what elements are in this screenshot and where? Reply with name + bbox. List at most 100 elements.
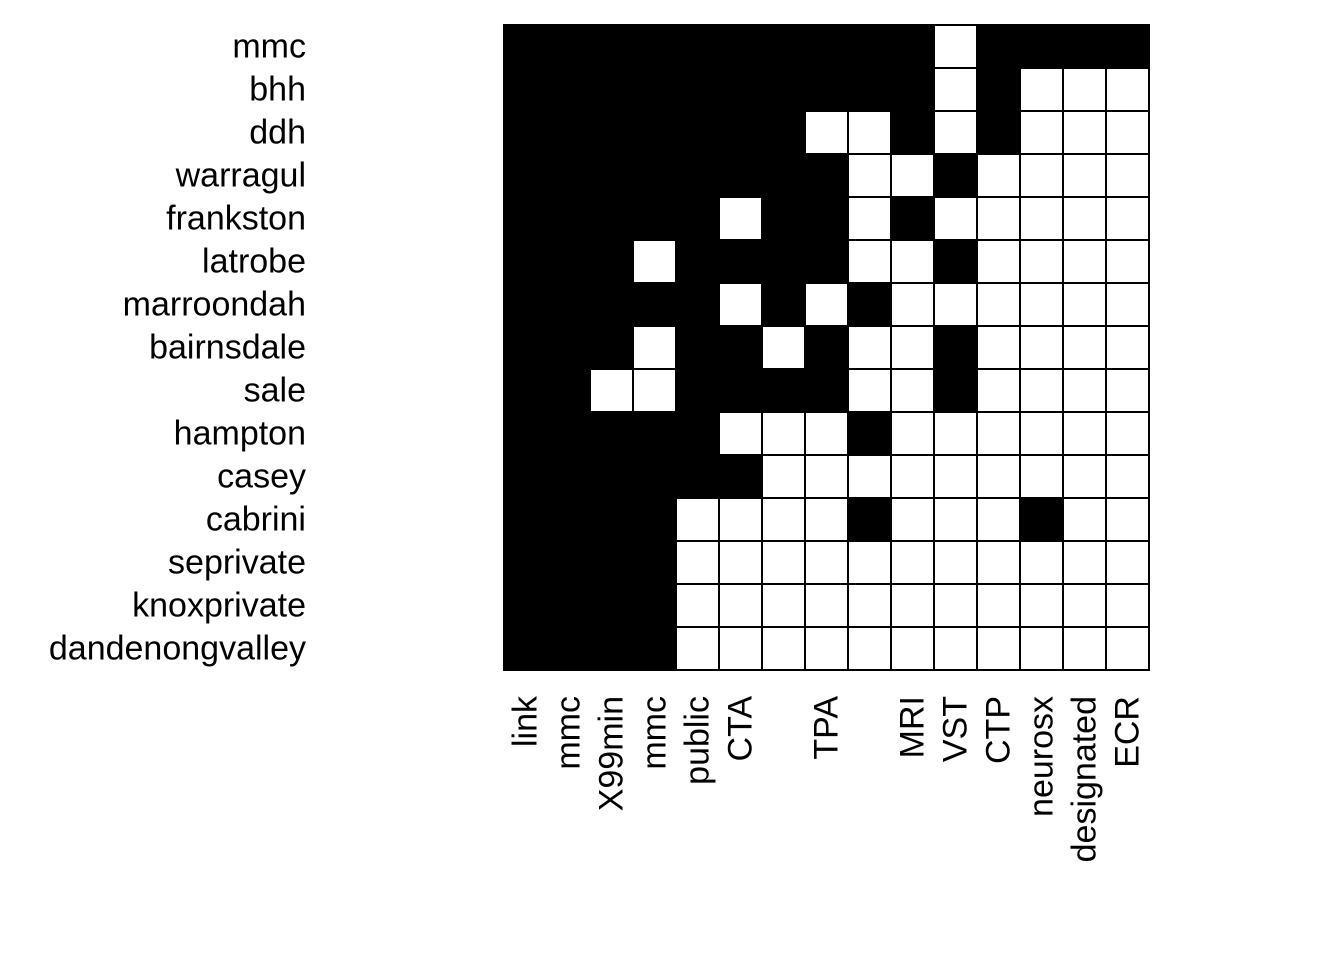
heatmap-cell-r4-c4	[675, 196, 720, 241]
heatmap-cell-r9-c3	[632, 411, 677, 456]
heatmap-cell-r0-c6	[761, 24, 806, 69]
column-label-9: MRI	[894, 696, 932, 758]
heatmap-cell-r7-c13	[1062, 325, 1107, 370]
heatmap-cell-r14-c10	[933, 626, 978, 671]
heatmap-cell-r8-c3	[632, 368, 677, 413]
heatmap-cell-r12-c7	[804, 540, 849, 585]
heatmap-cell-r7-c2	[589, 325, 634, 370]
heatmap-cell-r8-c10	[933, 368, 978, 413]
heatmap-cell-r14-c7	[804, 626, 849, 671]
heatmap-cell-r9-c1	[546, 411, 591, 456]
heatmap-cell-r3-c5	[718, 153, 763, 198]
heatmap-cell-r7-c8	[847, 325, 892, 370]
heatmap-cell-r12-c2	[589, 540, 634, 585]
heatmap-cell-r4-c11	[976, 196, 1021, 241]
heatmap-cell-r13-c9	[890, 583, 935, 628]
heatmap-cell-r14-c8	[847, 626, 892, 671]
heatmap-cell-r12-c1	[546, 540, 591, 585]
heatmap-cell-r9-c2	[589, 411, 634, 456]
heatmap-cell-r11-c0	[503, 497, 548, 542]
heatmap-cell-r9-c0	[503, 411, 548, 456]
heatmap-cell-r8-c7	[804, 368, 849, 413]
heatmap-cell-r5-c5	[718, 239, 763, 284]
heatmap-cell-r3-c3	[632, 153, 677, 198]
heatmap-cell-r14-c5	[718, 626, 763, 671]
heatmap-cell-r13-c3	[632, 583, 677, 628]
heatmap-cell-r8-c9	[890, 368, 935, 413]
heatmap-cell-r2-c1	[546, 110, 591, 155]
heatmap-cell-r9-c14	[1105, 411, 1150, 456]
heatmap-cell-r12-c5	[718, 540, 763, 585]
heatmap-cell-r5-c1	[546, 239, 591, 284]
heatmap-cell-r7-c12	[1019, 325, 1064, 370]
heatmap-cell-r5-c13	[1062, 239, 1107, 284]
heatmap-cell-r12-c4	[675, 540, 720, 585]
row-labels: mmc bhh ddh warragul frankston latrobe marroon…	[49, 28, 306, 668]
heatmap-cell-r6-c5	[718, 282, 763, 327]
heatmap-cell-r8-c2	[589, 368, 634, 413]
heatmap-cell-r4-c5	[718, 196, 763, 241]
heatmap-cell-r4-c1	[546, 196, 591, 241]
column-label-14: ECR	[1109, 696, 1147, 768]
heatmap-cell-r9-c7	[804, 411, 849, 456]
heatmap-cell-r6-c3	[632, 282, 677, 327]
heatmap-cell-r7-c3	[632, 325, 677, 370]
heatmap-cell-r12-c6	[761, 540, 806, 585]
heatmap-cell-r7-c5	[718, 325, 763, 370]
row-label-8: sale	[244, 372, 306, 410]
column-label-2: X99min	[593, 696, 631, 811]
heatmap-cell-r8-c0	[503, 368, 548, 413]
heatmap-cell-r3-c6	[761, 153, 806, 198]
heatmap-cell-r0-c12	[1019, 24, 1064, 69]
heatmap-cell-r14-c12	[1019, 626, 1064, 671]
heatmap-cell-r3-c0	[503, 153, 548, 198]
heatmap-cell-r11-c1	[546, 497, 591, 542]
heatmap-cell-r8-c4	[675, 368, 720, 413]
row-label-9: hampton	[174, 415, 306, 453]
heatmap-cell-r8-c13	[1062, 368, 1107, 413]
heatmap-cell-r9-c9	[890, 411, 935, 456]
heatmap-cell-r0-c10	[933, 24, 978, 69]
heatmap-cell-r9-c11	[976, 411, 1021, 456]
heatmap-cell-r10-c5	[718, 454, 763, 499]
heatmap-cell-r6-c13	[1062, 282, 1107, 327]
heatmap-cell-r4-c9	[890, 196, 935, 241]
heatmap-cell-r1-c5	[718, 67, 763, 112]
heatmap-cell-r0-c5	[718, 24, 763, 69]
heatmap-cell-r11-c3	[632, 497, 677, 542]
heatmap-cell-r11-c9	[890, 497, 935, 542]
row-label-1: bhh	[249, 71, 306, 109]
heatmap-cell-r1-c2	[589, 67, 634, 112]
heatmap-cell-r11-c10	[933, 497, 978, 542]
heatmap-cell-r8-c1	[546, 368, 591, 413]
heatmap-cell-r4-c2	[589, 196, 634, 241]
heatmap-cell-r4-c10	[933, 196, 978, 241]
heatmap-cell-r3-c11	[976, 153, 1021, 198]
row-label-6: marroondah	[123, 286, 306, 324]
heatmap-cell-r11-c12	[1019, 497, 1064, 542]
row-label-2: ddh	[249, 114, 306, 152]
heatmap-cell-r6-c10	[933, 282, 978, 327]
heatmap-cell-r4-c14	[1105, 196, 1150, 241]
heatmap-cell-r2-c4	[675, 110, 720, 155]
heatmap-cell-r13-c13	[1062, 583, 1107, 628]
heatmap-cell-r14-c3	[632, 626, 677, 671]
heatmap-cell-r1-c1	[546, 67, 591, 112]
heatmap-cell-r14-c11	[976, 626, 1021, 671]
heatmap-cell-r14-c13	[1062, 626, 1107, 671]
heatmap-cell-r4-c6	[761, 196, 806, 241]
heatmap-cell-r13-c0	[503, 583, 548, 628]
heatmap-cell-r11-c6	[761, 497, 806, 542]
heatmap-cell-r5-c6	[761, 239, 806, 284]
heatmap-cell-r8-c5	[718, 368, 763, 413]
heatmap-cell-r11-c5	[718, 497, 763, 542]
heatmap-cell-r10-c10	[933, 454, 978, 499]
heatmap-cell-r6-c1	[546, 282, 591, 327]
heatmap-cell-r5-c0	[503, 239, 548, 284]
heatmap-cell-r2-c8	[847, 110, 892, 155]
heatmap-cell-r6-c7	[804, 282, 849, 327]
heatmap-cell-r10-c6	[761, 454, 806, 499]
heatmap-cell-r0-c4	[675, 24, 720, 69]
heatmap-cell-r1-c4	[675, 67, 720, 112]
